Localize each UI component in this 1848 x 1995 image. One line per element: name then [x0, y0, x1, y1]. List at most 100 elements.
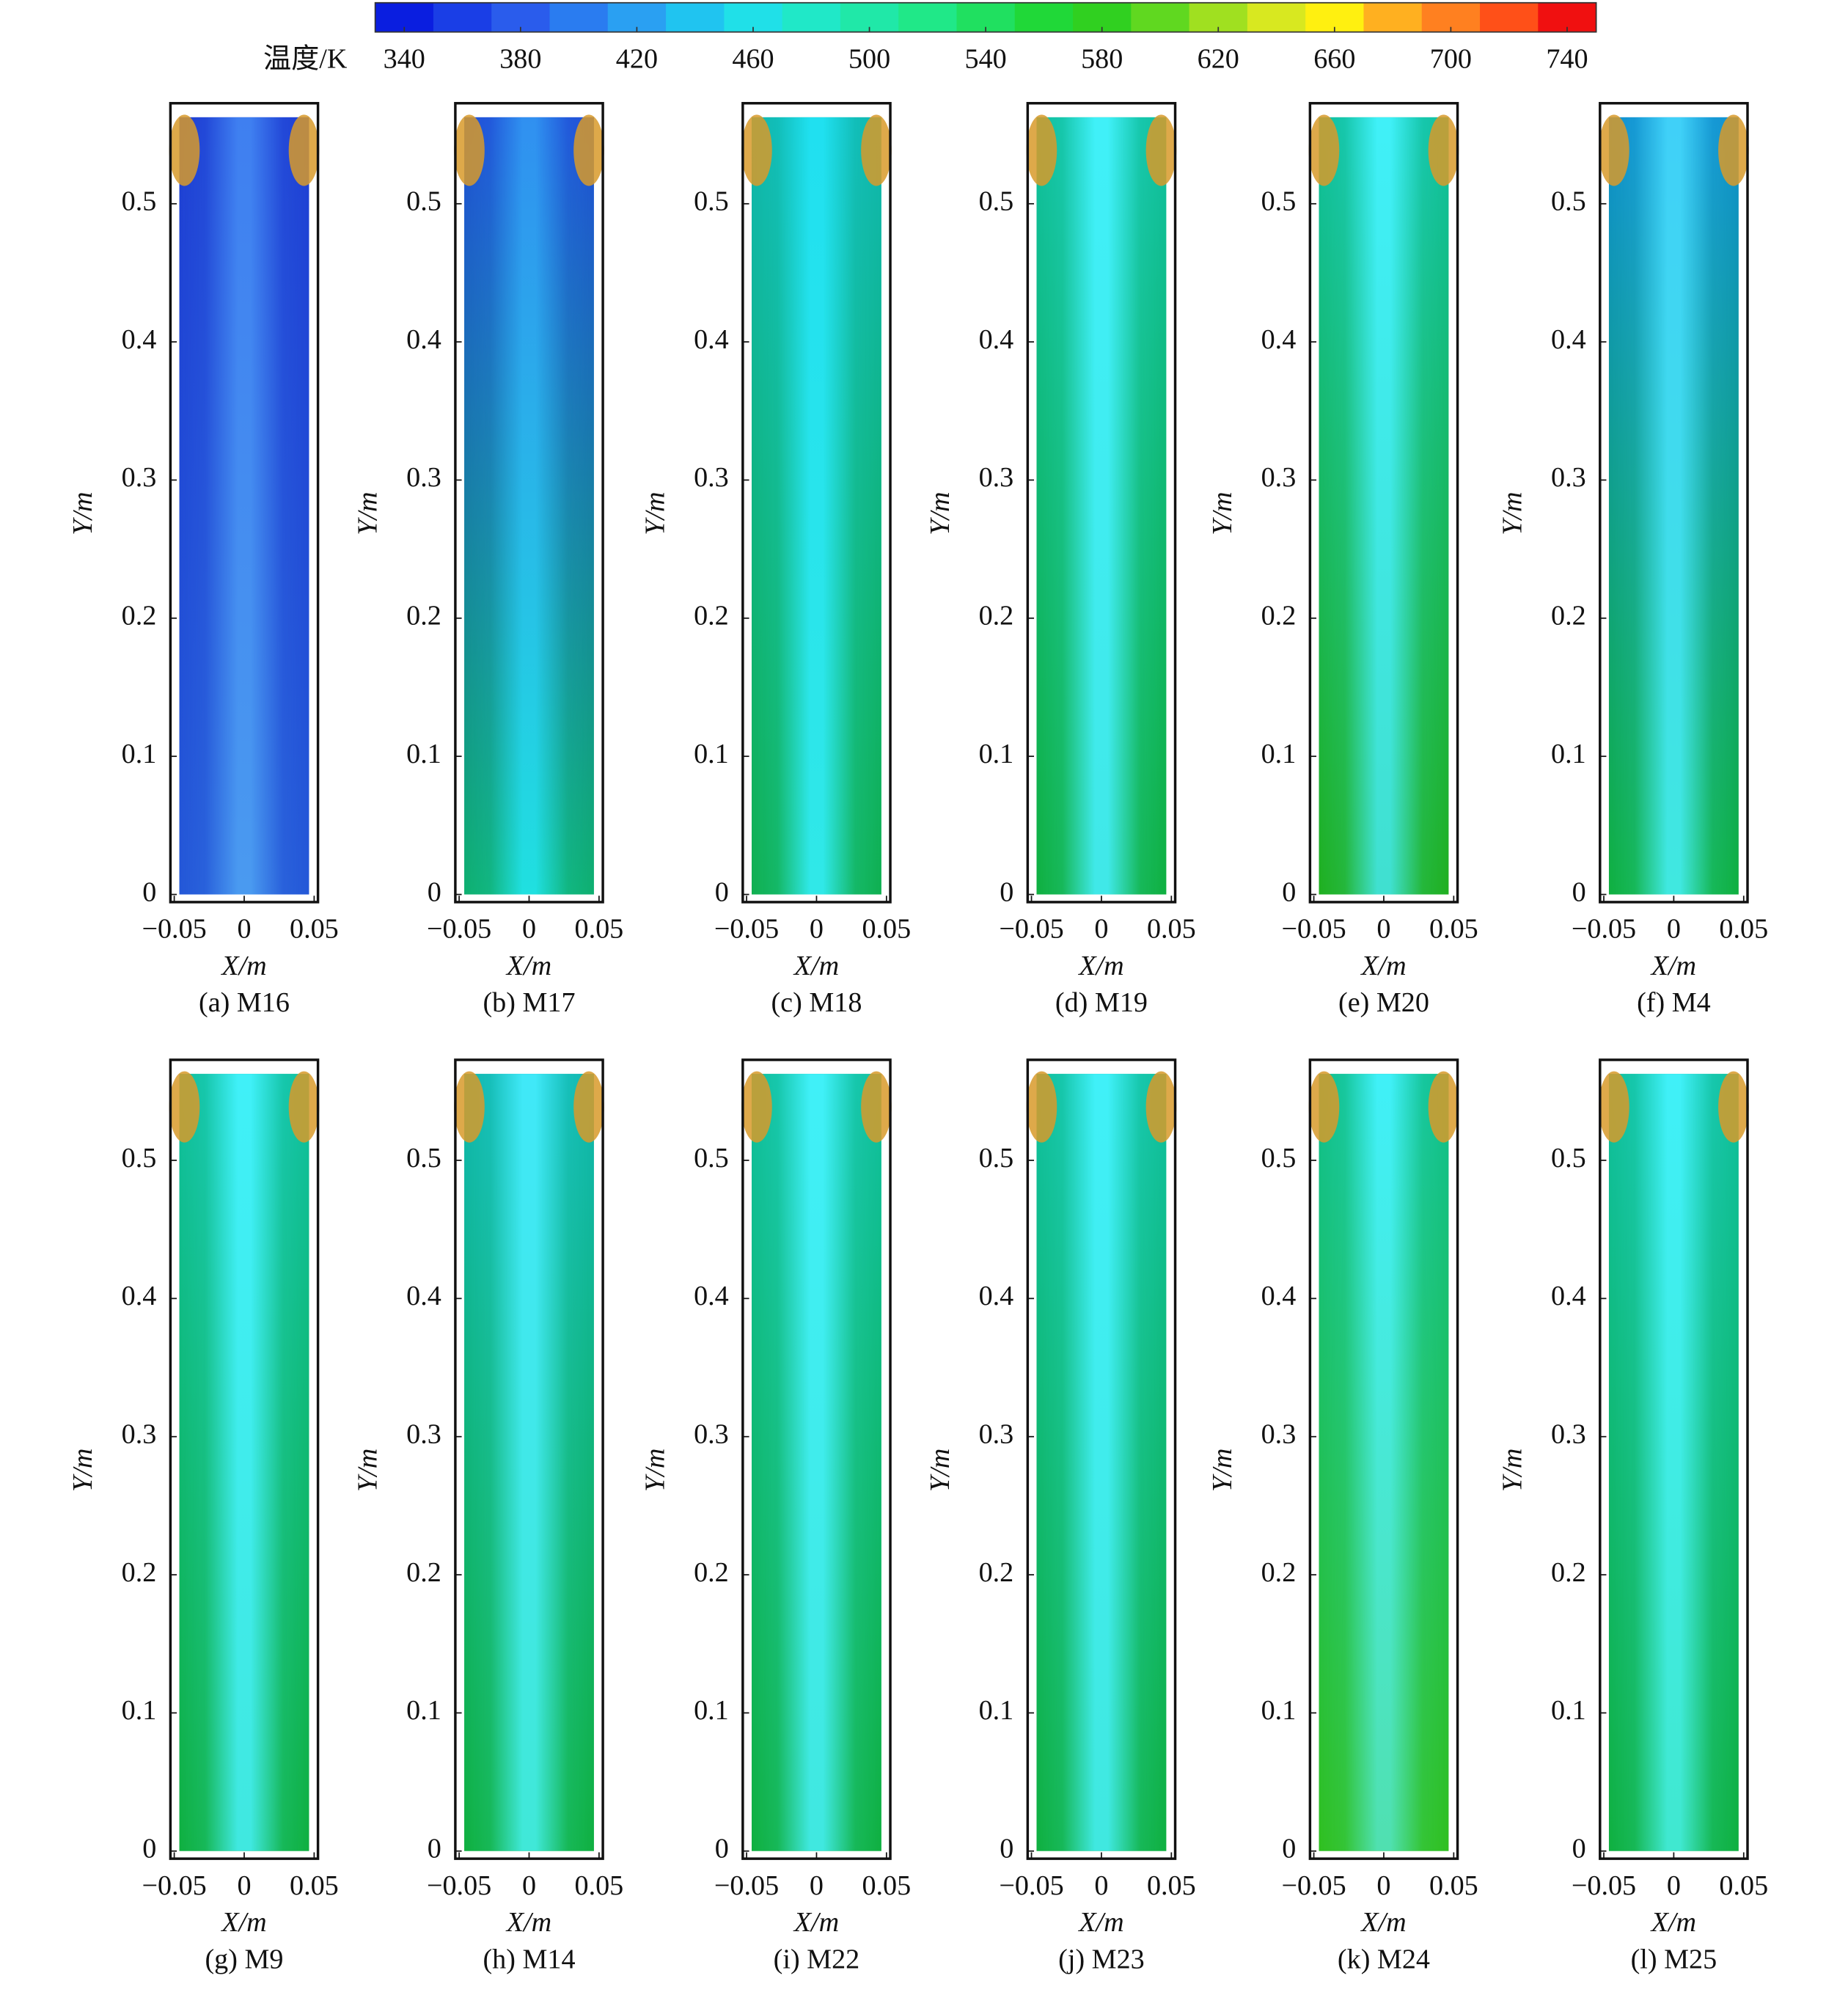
plot-frame: [1599, 1058, 1749, 1860]
hot-zone: [454, 114, 485, 186]
x-tick-label: 0: [1667, 914, 1681, 945]
colorbar-tick-label: 620: [1198, 43, 1239, 74]
x-tick-label: −0.05: [1281, 1870, 1346, 1901]
y-tick-label: 0.4: [1551, 1281, 1586, 1311]
panel-caption: (l) M25: [1631, 1944, 1717, 1974]
y-tick-label: 0.1: [122, 1695, 157, 1726]
y-axis-label: Y/m: [925, 1449, 956, 1492]
x-axis-label: X/m: [1077, 951, 1123, 981]
y-tick-label: 0.3: [1261, 1419, 1297, 1449]
temperature-core: [751, 117, 881, 895]
y-tick-label: 0: [142, 1833, 156, 1864]
panel-caption: (f) M4: [1637, 987, 1711, 1018]
x-tick-label: −0.05: [1572, 1870, 1636, 1901]
y-tick-label: 0.3: [694, 462, 729, 493]
y-tick-label: 0.3: [1551, 1419, 1586, 1449]
x-tick-label: 0: [1094, 1870, 1108, 1901]
x-tick-label: 0: [1094, 914, 1108, 945]
x-tick-label: 0.05: [1719, 914, 1768, 945]
y-tick-label: 0.3: [1261, 462, 1297, 493]
y-tick-label: 0.4: [694, 324, 729, 355]
x-tick-label: 0.05: [575, 914, 624, 945]
temperature-core: [1319, 117, 1449, 895]
colorbar-tick-label: 740: [1546, 43, 1588, 74]
x-axis-label: X/m: [505, 1907, 551, 1938]
y-tick-label: 0.5: [1261, 1143, 1297, 1174]
colorbar-tick-label: 340: [384, 43, 425, 74]
hot-zone: [169, 1071, 200, 1143]
y-tick-label: 0.4: [1551, 324, 1586, 355]
x-tick-label: 0.05: [862, 914, 911, 945]
y-axis-label: Y/m: [67, 1449, 98, 1492]
y-axis-label: Y/m: [1207, 491, 1238, 535]
y-axis-label: Y/m: [352, 1449, 383, 1492]
y-tick-label: 0.3: [122, 462, 157, 493]
hot-zone: [741, 1071, 772, 1143]
temperature-core: [1608, 117, 1739, 895]
x-axis-label: X/m: [1650, 1907, 1696, 1938]
y-tick-label: 0.2: [122, 1557, 157, 1588]
y-axis-label: Y/m: [1497, 491, 1528, 535]
colorbar-title: 温度/K: [263, 43, 348, 74]
y-tick-label: 0.2: [406, 1557, 441, 1588]
x-tick-label: −0.05: [427, 914, 491, 945]
x-tick-label: 0: [810, 1870, 824, 1901]
hot-zone: [1599, 114, 1629, 186]
y-tick-label: 0.4: [1261, 1281, 1297, 1311]
temperature-core: [464, 117, 594, 895]
colorbar-segment: [666, 2, 725, 32]
y-tick-label: 0: [428, 1833, 441, 1864]
y-tick-label: 0.5: [694, 1143, 729, 1174]
y-tick-label: 0.1: [979, 1695, 1014, 1726]
hot-zone: [1428, 1071, 1459, 1143]
hot-zone: [1599, 1071, 1629, 1143]
x-tick-label: 0: [810, 914, 824, 945]
x-tick-label: −0.05: [142, 1870, 206, 1901]
y-tick-label: 0.5: [1551, 186, 1586, 217]
y-tick-label: 0.1: [979, 739, 1014, 769]
x-tick-label: 0: [1376, 914, 1390, 945]
y-tick-label: 0.3: [406, 1419, 441, 1449]
temperature-core: [1036, 1074, 1167, 1851]
colorbar-segment: [898, 2, 958, 32]
x-tick-label: −0.05: [427, 1870, 491, 1901]
y-tick-label: 0: [1000, 1833, 1013, 1864]
x-axis-label: X/m: [1650, 951, 1696, 981]
x-tick-label: 0: [1376, 1870, 1390, 1901]
hot-zone: [1026, 1071, 1057, 1143]
hot-zone: [169, 114, 200, 186]
x-tick-label: 0.05: [1429, 1870, 1478, 1901]
y-tick-label: 0.5: [1261, 186, 1297, 217]
y-axis-label: Y/m: [925, 491, 956, 535]
y-tick-label: 0.4: [406, 1281, 441, 1311]
y-tick-label: 0.2: [1551, 1557, 1586, 1588]
panel-caption: (b) M17: [483, 987, 575, 1018]
plot-frame: [454, 1058, 604, 1860]
y-tick-label: 0.3: [694, 1419, 729, 1449]
y-axis-label: Y/m: [639, 1449, 670, 1492]
x-axis-label: X/m: [1360, 1907, 1406, 1938]
hot-zone: [1145, 114, 1177, 186]
y-tick-label: 0.1: [1551, 1695, 1586, 1726]
y-tick-label: 0.2: [979, 1557, 1014, 1588]
panel-caption: (i) M22: [774, 1944, 860, 1974]
y-tick-label: 0.5: [694, 186, 729, 217]
plot-frame: [1026, 1058, 1177, 1860]
x-tick-label: −0.05: [999, 914, 1063, 945]
x-tick-label: −0.05: [714, 1870, 779, 1901]
y-tick-label: 0.1: [694, 1695, 729, 1726]
x-tick-label: −0.05: [714, 914, 779, 945]
temperature-core: [1036, 117, 1167, 895]
panel-caption: (g) M9: [205, 1944, 283, 1974]
y-tick-label: 0.1: [1261, 1695, 1297, 1726]
temperature-core: [464, 1074, 594, 1851]
colorbar-segment: [782, 2, 841, 32]
x-tick-label: 0.05: [575, 1870, 624, 1901]
y-tick-label: 0: [1282, 1833, 1296, 1864]
y-tick-label: 0.5: [979, 1143, 1014, 1174]
colorbar-tick-label: 580: [1081, 43, 1123, 74]
panel-caption: (h) M14: [483, 1944, 575, 1974]
y-tick-label: 0: [428, 876, 441, 907]
colorbar-tick-label: 500: [848, 43, 890, 74]
y-tick-label: 0.5: [122, 1143, 157, 1174]
